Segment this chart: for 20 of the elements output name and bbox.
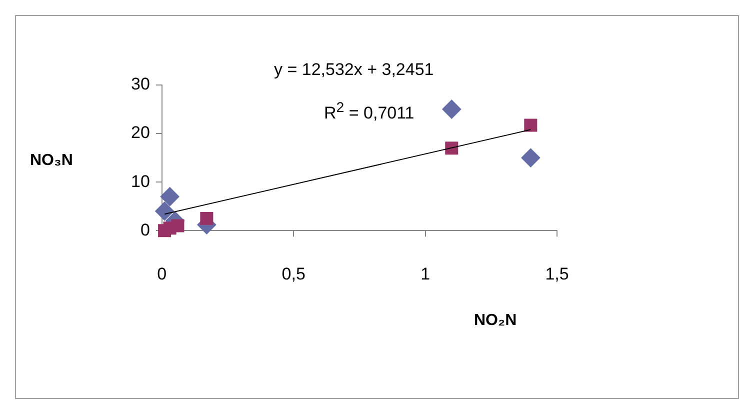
point [442, 100, 462, 119]
y-tick-label: 0 [140, 220, 150, 240]
point [171, 219, 184, 232]
y-tick-label: 10 [130, 172, 150, 191]
y-tick-label: 20 [130, 123, 150, 142]
x-tick-label: 0 [157, 264, 167, 284]
point [521, 148, 540, 168]
point [445, 142, 458, 155]
annotation: R$^{2}$ = 0,7011 [324, 100, 414, 124]
x-tick-label: 1 [420, 264, 430, 284]
point [524, 118, 538, 132]
point [200, 212, 214, 225]
y-axis-title: NO₃N [30, 152, 73, 170]
point [155, 202, 174, 221]
text: y = 12,532x + 3,2451 [274, 60, 434, 80]
x-tick-label: 0,5 [282, 264, 306, 284]
x-tick-label: 1,5 [545, 264, 569, 284]
y-tick-label: 30 [130, 74, 150, 94]
x-axis-title: NO₂N [474, 312, 517, 330]
point [160, 187, 180, 206]
